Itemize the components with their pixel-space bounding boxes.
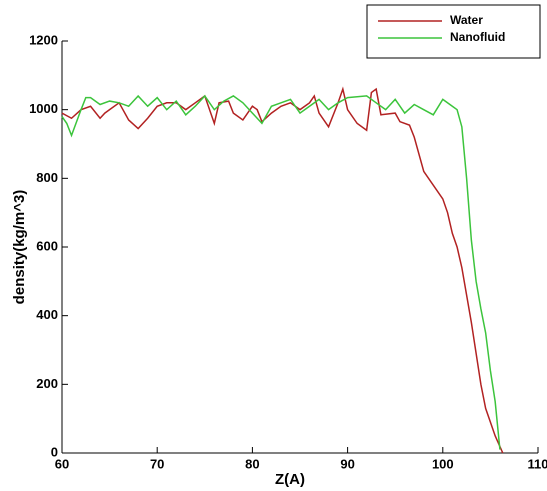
data-line [61,94,501,450]
legend-label: Water [450,13,483,27]
y-tick-label: 1200 [29,32,58,47]
x-tick-label: 100 [432,456,454,471]
y-tick-label: 800 [36,170,58,185]
x-tick-label: 110 [528,456,547,471]
x-tick-label: 90 [340,456,354,471]
y-tick-label: 1000 [29,101,58,116]
x-tick-label: 70 [150,456,164,471]
x-tick-label: 60 [55,456,69,471]
y-axis-label: density(kg/m^3) [11,190,28,305]
legend-label: Nanofluid [450,30,505,44]
legend-box [366,4,541,59]
y-tick-label: 600 [36,238,58,253]
data-line [61,86,504,454]
y-tick-label: 0 [51,444,58,459]
x-axis-label: Z(A) [275,471,305,488]
y-tick-label: 200 [36,376,58,391]
x-tick-label: 80 [245,456,259,471]
y-tick-label: 400 [36,307,58,322]
